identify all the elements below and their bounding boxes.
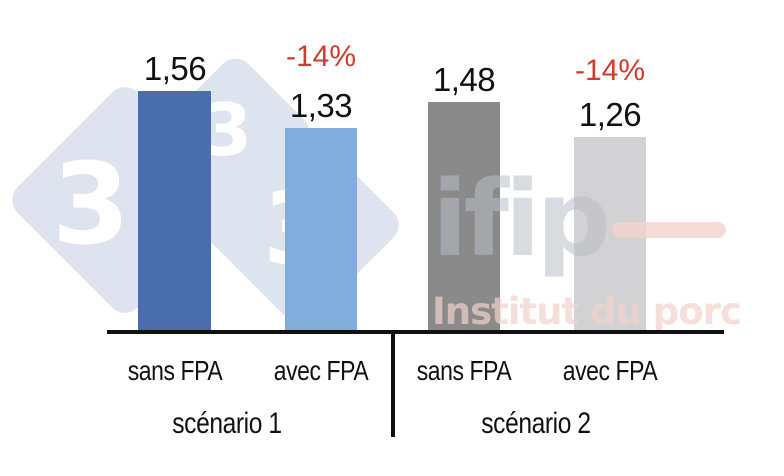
watermark-ifip-subtitle: Institut du porc [432,290,742,333]
x-axis-baseline [107,330,724,334]
x-tick-label: sans FPA [416,355,512,386]
watermark-ifip-dash [612,222,726,238]
group-divider [391,330,395,437]
value-label: 1,26 [578,96,642,133]
bar-scenario1-avec-fpa [285,128,357,331]
watermark-digit: 3 [52,140,130,270]
x-tick-label: avec FPA [273,355,369,386]
group-label-scenario-2: scénario 2 [481,407,591,440]
bar-scenario1-sans-fpa [138,91,211,331]
change-annotation: -14% [574,54,646,87]
bar-scenario2-sans-fpa [428,102,500,331]
watermark-ifip-logo: ifip [432,158,611,280]
group-label-scenario-1: scénario 1 [172,407,282,440]
x-tick-label: avec FPA [562,355,658,386]
value-label: 1,48 [432,61,496,98]
value-label: 1,33 [289,87,353,124]
change-annotation: -14% [285,40,357,73]
value-label: 1,56 [143,50,207,87]
x-tick-label: sans FPA [127,355,223,386]
